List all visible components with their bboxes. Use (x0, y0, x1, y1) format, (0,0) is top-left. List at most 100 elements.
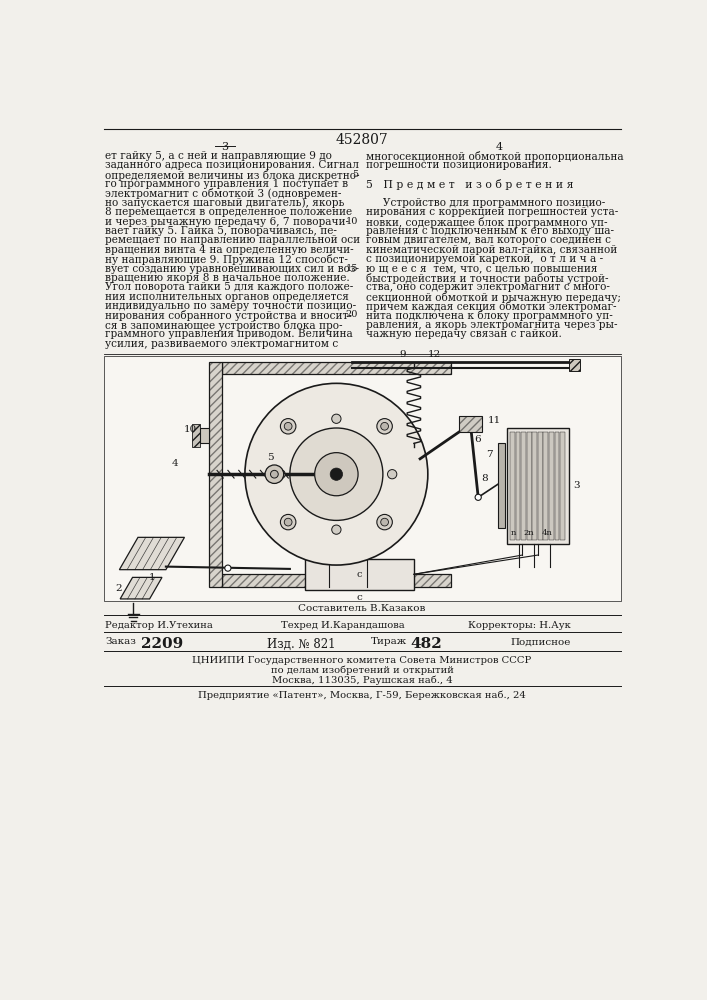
Bar (222, 362, 451, 374)
Polygon shape (200, 428, 209, 443)
Text: Заказ: Заказ (105, 637, 136, 646)
Bar (532, 432, 537, 540)
Text: Подписное: Подписное (510, 637, 571, 646)
Circle shape (245, 383, 428, 565)
Bar (527, 432, 532, 540)
Bar (459, 416, 482, 432)
Text: ну направляющие 9. Пружина 12 способст-: ну направляющие 9. Пружина 12 способст- (105, 254, 349, 265)
Circle shape (276, 470, 285, 479)
Text: 482: 482 (410, 637, 442, 651)
Text: вращения винта 4 на определенную величи-: вращения винта 4 на определенную величи- (105, 245, 354, 255)
Text: и через рычажную передачу 6, 7 поворачи-: и через рычажную передачу 6, 7 поворачи- (105, 217, 349, 227)
Text: ет гайку 5, а с ней и направляющие 9 до: ет гайку 5, а с ней и направляющие 9 до (105, 151, 332, 161)
Text: 3: 3 (573, 481, 579, 490)
Text: ся в запоминающее устройство блока про-: ся в запоминающее устройство блока про- (105, 320, 343, 331)
Text: электромагнит с обмоткой 3 (одновремен-: электромагнит с обмоткой 3 (одновремен- (105, 188, 341, 199)
Circle shape (290, 428, 383, 520)
Text: секционной обмоткой и рычажную передачу;: секционной обмоткой и рычажную передачу; (366, 292, 621, 303)
Text: 5: 5 (352, 170, 358, 179)
Text: говым двигателем, вал которого соединен с: говым двигателем, вал которого соединен … (366, 235, 611, 245)
Text: Предприятие «Патент», Москва, Г-59, Бережковская наб., 24: Предприятие «Патент», Москва, Г-59, Бере… (198, 691, 526, 700)
Text: вует созданию уравновешивающих сил и воз-: вует созданию уравновешивающих сил и воз… (105, 264, 359, 274)
Text: новки, содержащее блок программного уп-: новки, содержащее блок программного уп- (366, 217, 607, 228)
Text: Москва, 113035, Раушская наб., 4: Москва, 113035, Раушская наб., 4 (271, 676, 452, 685)
Text: причем каждая секция обмотки электромаг-: причем каждая секция обмотки электромаг- (366, 301, 617, 312)
Bar (521, 432, 526, 540)
Text: по делам изобретений и открытий: по делам изобретений и открытий (271, 666, 453, 675)
Polygon shape (120, 577, 162, 599)
Text: Угол поворота гайки 5 для каждого положе-: Угол поворота гайки 5 для каждого положе… (105, 282, 354, 292)
Text: 11: 11 (488, 416, 501, 425)
Circle shape (284, 518, 292, 526)
Text: чажную передачу связан с гайкой.: чажную передачу связан с гайкой. (366, 329, 561, 339)
Bar (209, 362, 222, 587)
Text: с позиционируемой кареткой,  о т л и ч а -: с позиционируемой кареткой, о т л и ч а … (366, 254, 603, 264)
Text: вращению якоря 8 в начальное положение.: вращению якоря 8 в начальное положение. (105, 273, 350, 283)
Circle shape (332, 414, 341, 423)
Circle shape (377, 514, 392, 530)
Text: ЦНИИПИ Государственного комитета Совета Министров СССР: ЦНИИПИ Государственного комитета Совета … (192, 656, 532, 665)
Text: 10: 10 (184, 425, 197, 434)
Bar (222, 574, 451, 587)
Text: погрешности позиционирования.: погрешности позиционирования. (366, 160, 551, 170)
Text: Устройство для программного позицио-: Устройство для программного позицио- (366, 198, 605, 208)
Text: Составитель В.Казаков: Составитель В.Казаков (298, 604, 426, 613)
Text: го программного управления 1 поступает в: го программного управления 1 поступает в (105, 179, 349, 189)
Text: Тираж: Тираж (371, 637, 407, 646)
Bar (192, 424, 200, 447)
Bar (459, 416, 482, 432)
Bar (222, 362, 451, 374)
Text: вает гайку 5. Гайка 5, поворачиваясь, пе-: вает гайку 5. Гайка 5, поворачиваясь, пе… (105, 226, 337, 236)
Text: 10: 10 (346, 217, 358, 226)
Circle shape (387, 470, 397, 479)
Text: равления с подключенным к его выходу ша-: равления с подключенным к его выходу ша- (366, 226, 614, 236)
Text: 5: 5 (267, 453, 274, 462)
Text: 6: 6 (474, 435, 481, 444)
Text: Редактор И.Утехина: Редактор И.Утехина (105, 620, 214, 630)
Text: ства, оно содержит электромагнит с много-: ства, оно содержит электромагнит с много… (366, 282, 609, 292)
Text: ремещает по направлению параллельной оси: ремещает по направлению параллельной оси (105, 235, 361, 245)
Bar (544, 432, 548, 540)
Text: заданного адреса позиционирования. Сигнал: заданного адреса позиционирования. Сигна… (105, 160, 359, 170)
Text: 4: 4 (172, 459, 178, 468)
Bar (538, 432, 543, 540)
Circle shape (281, 419, 296, 434)
Circle shape (315, 453, 358, 496)
Circle shape (265, 465, 284, 483)
Text: граммного управления приводом. Величина: граммного управления приводом. Величина (105, 329, 354, 339)
Text: нита подключена к блоку программного уп-: нита подключена к блоку программного уп- (366, 310, 612, 321)
Text: усилия, развиваемого электромагнитом с: усилия, развиваемого электромагнитом с (105, 339, 342, 349)
Circle shape (466, 420, 475, 429)
Text: 15: 15 (346, 264, 358, 273)
Circle shape (381, 422, 388, 430)
Text: определяемой величины из блока дискретно-: определяемой величины из блока дискретно… (105, 170, 360, 181)
Polygon shape (119, 537, 185, 570)
Text: кинематической парой вал-гайка, связанной: кинематической парой вал-гайка, связанно… (366, 245, 617, 255)
Bar (569, 359, 580, 371)
Bar (515, 432, 520, 540)
Circle shape (332, 525, 341, 534)
Text: нирования с коррекцией погрешностей уста-: нирования с коррекцией погрешностей уста… (366, 207, 618, 217)
Bar (209, 362, 222, 587)
Bar (498, 443, 506, 528)
Text: но запускается шаговый двигатель), якорь: но запускается шаговый двигатель), якорь (105, 198, 345, 208)
Bar (222, 574, 451, 587)
Text: 5   П р е д м е т   и з о б р е т е н и я: 5 П р е д м е т и з о б р е т е н и я (366, 179, 573, 190)
Circle shape (271, 470, 279, 478)
Bar (305, 559, 414, 590)
Text: ния исполнительных органов определяется: ния исполнительных органов определяется (105, 292, 349, 302)
Bar (560, 432, 565, 540)
Text: Корректоры: Н.Аук: Корректоры: Н.Аук (468, 620, 571, 630)
Circle shape (330, 468, 343, 480)
Bar (104, 356, 621, 601)
Text: 2: 2 (115, 584, 122, 593)
Text: 8 перемещается в определенное положение: 8 перемещается в определенное положение (105, 207, 353, 217)
Circle shape (281, 514, 296, 530)
Text: Техред И.Карандашова: Техред И.Карандашова (281, 620, 404, 630)
Text: 7: 7 (486, 450, 493, 459)
Text: многосекционной обмоткой пропорциональна: многосекционной обмоткой пропорциональна (366, 151, 624, 162)
Text: равления, а якорь электромагнита через ры-: равления, а якорь электромагнита через р… (366, 320, 617, 330)
Text: ю щ е е с я  тем, что, с целью повышения: ю щ е е с я тем, что, с целью повышения (366, 264, 597, 274)
Text: 8: 8 (481, 474, 489, 483)
Text: 9: 9 (399, 350, 406, 359)
